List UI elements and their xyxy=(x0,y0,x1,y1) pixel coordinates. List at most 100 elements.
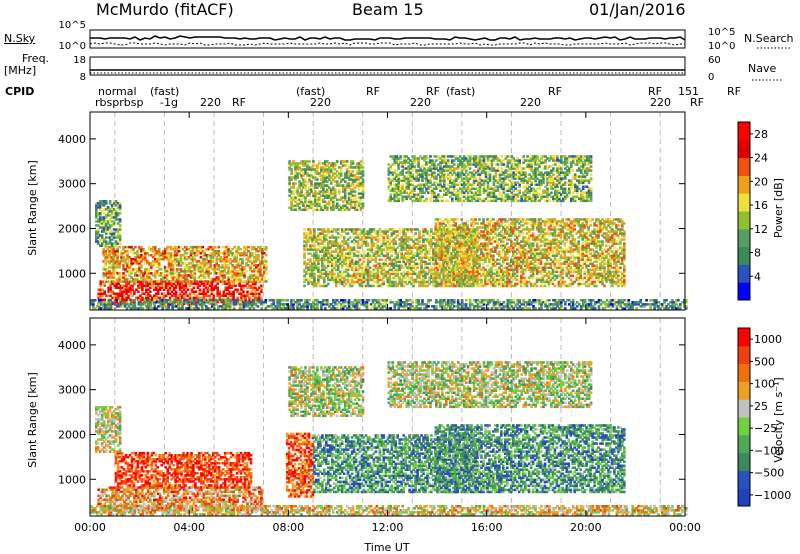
range-cell xyxy=(325,258,328,261)
range-cell xyxy=(199,256,203,259)
range-cell xyxy=(318,182,321,185)
range-cell xyxy=(221,278,224,281)
range-cell xyxy=(112,254,115,257)
range-cell xyxy=(334,192,337,195)
range-cell xyxy=(140,276,143,279)
range-cell xyxy=(312,164,315,167)
range-cell xyxy=(184,294,188,297)
range-cell xyxy=(321,266,324,269)
range-cell xyxy=(259,266,262,269)
range-cell xyxy=(309,258,312,261)
range-cell xyxy=(223,262,226,265)
range-cell xyxy=(100,230,104,233)
range-cell xyxy=(195,268,199,271)
range-cell xyxy=(95,206,98,209)
range-cell xyxy=(125,290,128,293)
range-cell xyxy=(361,170,365,173)
range-cell xyxy=(171,274,175,277)
range-cell xyxy=(179,264,183,267)
range-cell xyxy=(246,282,249,285)
range-cell xyxy=(324,206,327,209)
range-cell xyxy=(98,244,102,247)
range-cell xyxy=(314,168,317,171)
range-cell xyxy=(198,280,202,283)
range-cell xyxy=(324,178,327,181)
range-cell xyxy=(202,282,206,285)
range-cell xyxy=(240,286,243,289)
range-cell xyxy=(169,268,173,271)
range-cell xyxy=(191,270,195,273)
range-cell xyxy=(130,262,133,265)
range-cell xyxy=(138,266,141,269)
range-cell xyxy=(304,206,307,209)
range-cell xyxy=(126,254,129,257)
range-cell xyxy=(147,288,150,291)
range-cell xyxy=(95,216,98,219)
range-cell xyxy=(351,180,355,183)
range-cell xyxy=(241,260,244,263)
range-cell xyxy=(165,266,169,269)
range-cell xyxy=(324,166,327,169)
range-cell xyxy=(347,194,351,197)
range-cell xyxy=(239,264,242,267)
range-cell xyxy=(96,202,100,205)
range-cell xyxy=(357,182,361,185)
range-cell xyxy=(310,176,313,179)
range-cell xyxy=(106,272,109,275)
range-cell xyxy=(199,252,203,255)
range-cell xyxy=(243,250,246,253)
range-cell xyxy=(325,274,328,278)
range-cell xyxy=(336,272,340,276)
range-cell xyxy=(323,244,326,247)
range-cell xyxy=(192,292,196,295)
range-cell xyxy=(347,172,351,175)
range-cell xyxy=(318,208,321,211)
range-cell xyxy=(104,220,108,223)
range-cell xyxy=(320,190,323,193)
range-cell xyxy=(217,278,220,281)
range-cell xyxy=(309,264,312,267)
range-cell xyxy=(324,184,327,187)
range-cell xyxy=(166,282,170,285)
range-cell xyxy=(308,188,311,191)
range-cell xyxy=(261,250,264,253)
range-cell xyxy=(314,194,317,197)
range-cell xyxy=(242,290,245,293)
range-cell xyxy=(335,198,339,201)
range-cell xyxy=(345,172,349,175)
range-cell xyxy=(319,276,322,280)
range-cell xyxy=(225,256,228,259)
range-cell xyxy=(327,242,330,245)
range-cell xyxy=(345,190,349,193)
range-cell xyxy=(372,284,376,288)
noise-strip: 10^5 10^0 10^5 10^0 xyxy=(59,20,790,52)
range-cell xyxy=(308,186,311,189)
range-cell xyxy=(171,266,175,269)
range-cell xyxy=(414,258,417,261)
range-cell xyxy=(201,245,205,249)
range-cell xyxy=(231,268,234,271)
range-cell xyxy=(311,238,314,241)
range-cell xyxy=(100,200,104,203)
range-cell xyxy=(149,290,152,293)
range-cell xyxy=(177,245,181,249)
range-cell xyxy=(216,286,219,289)
range-cell xyxy=(323,240,326,243)
range-cell xyxy=(311,234,314,237)
range-cell xyxy=(308,166,311,169)
range-cell xyxy=(146,276,149,279)
range-cell xyxy=(336,280,340,284)
range-cell xyxy=(304,160,307,163)
range-cell xyxy=(309,230,312,233)
range-cell xyxy=(207,248,211,251)
range-cell xyxy=(294,162,297,165)
range-cell xyxy=(144,268,147,271)
range-cell xyxy=(221,274,224,277)
range-cell xyxy=(334,184,337,187)
range-cell xyxy=(341,184,345,187)
range-cell xyxy=(340,234,344,237)
range-cell xyxy=(298,162,301,165)
range-cell xyxy=(317,248,320,251)
range-cell xyxy=(152,248,155,251)
range-cell xyxy=(310,200,313,203)
